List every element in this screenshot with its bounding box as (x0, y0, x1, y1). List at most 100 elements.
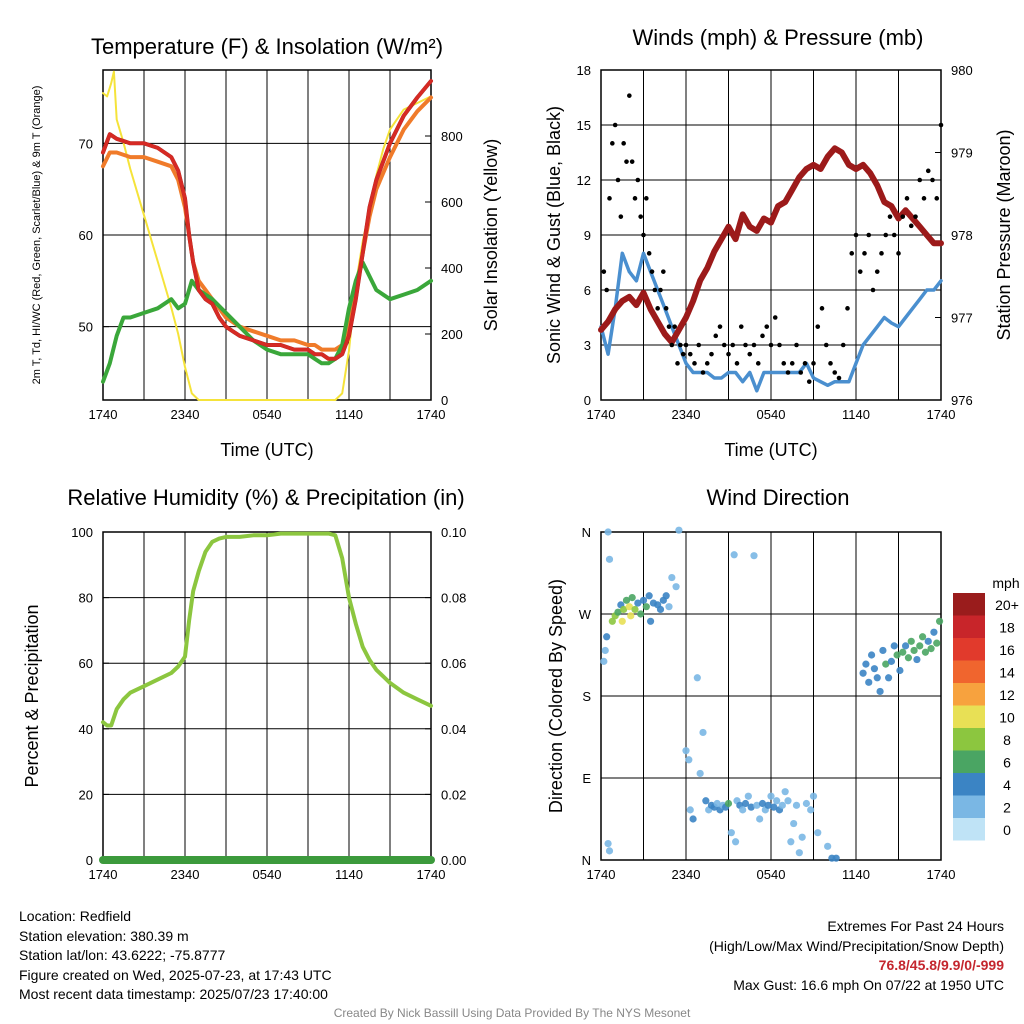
colorbar-label: 18 (999, 620, 1015, 636)
gust-point (738, 324, 744, 329)
x-tick-label: 2340 (672, 407, 701, 422)
panel-title: Winds (mph) & Pressure (mb) (633, 25, 924, 50)
gust-point (678, 342, 683, 348)
colorbar-swatch (953, 773, 985, 796)
colorbar-swatch (953, 705, 985, 728)
direction-point (604, 528, 612, 536)
gust-point (646, 251, 652, 256)
direction-point (642, 603, 650, 611)
gust-point (819, 306, 825, 311)
direction-point (753, 801, 761, 809)
direction-point (802, 799, 811, 808)
gust-point (921, 196, 927, 201)
gust-point (887, 214, 893, 219)
gust-point (857, 269, 863, 274)
gust-point (904, 196, 910, 201)
station-location: Location: Redfield (19, 908, 132, 924)
direction-point (890, 642, 898, 650)
colorbar-label: 2 (1003, 800, 1011, 816)
x-tick-label: 1740 (89, 867, 118, 882)
y-tick-label-right: 400 (441, 261, 463, 276)
extremes-title: Extremes For Past 24 Hours (827, 918, 1004, 934)
colorbar-label: 6 (1003, 755, 1011, 771)
y-tick-label-left: 9 (584, 228, 591, 243)
y-tick-label-left: 3 (584, 338, 591, 353)
y-axis-label-left: Direction (Colored By Speed) (546, 579, 566, 813)
direction-point (767, 792, 775, 800)
gust-point (649, 269, 655, 274)
direction-point (685, 756, 693, 764)
direction-point (832, 854, 840, 862)
gust-point (828, 361, 833, 366)
colorbar-label: 10 (999, 710, 1015, 726)
gust-point (607, 196, 612, 201)
x-tick-label: 1740 (587, 867, 616, 882)
colorbar-swatch (953, 795, 985, 818)
direction-point (665, 603, 673, 611)
series-2m-temp (101, 79, 433, 361)
direction-point (927, 645, 935, 653)
colorbar-label: 0 (1003, 822, 1011, 838)
gust-point (624, 159, 629, 164)
y-tick-label-left: 20 (79, 787, 93, 802)
direction-point (770, 803, 778, 811)
direction-point (625, 603, 633, 611)
y-tick-label-left: 40 (79, 722, 93, 737)
gust-point (655, 306, 660, 311)
direction-point (764, 801, 772, 809)
gust-point (747, 351, 753, 357)
direction-point (750, 552, 758, 560)
direction-point (727, 829, 735, 837)
gust-point (815, 324, 821, 329)
gust-point (610, 141, 615, 146)
y-tick-label-left: E (582, 771, 591, 786)
direction-point (604, 840, 612, 848)
x-axis-label: Time (UTC) (724, 440, 817, 460)
direction-point (879, 646, 887, 655)
direction-point (668, 573, 676, 582)
y-tick-label-right: 976 (951, 393, 973, 408)
direction-point (896, 666, 904, 675)
gust-point (632, 196, 638, 201)
x-tick-label: 1740 (587, 407, 616, 422)
direction-point (744, 792, 752, 800)
y-axis-label-left: 2m T, Td, HI/WC (Red, Green, Scarlet/Blu… (31, 86, 43, 385)
direction-point (689, 815, 697, 823)
direction-point (933, 639, 941, 647)
x-tick-label: 2340 (672, 867, 701, 882)
y-tick-label-right: 0.04 (441, 722, 466, 737)
y-tick-label-right: 980 (951, 63, 973, 78)
y-tick-label-left: 60 (79, 656, 93, 671)
gust-point (680, 351, 686, 357)
gust-point (777, 342, 782, 348)
y-tick-label-left: 80 (79, 591, 93, 606)
direction-point (873, 674, 881, 682)
colorbar-swatch (953, 593, 985, 616)
gust-point (925, 168, 931, 174)
direction-point (693, 674, 701, 682)
x-tick-label: 1140 (335, 407, 363, 422)
y-tick-label-right: 0.10 (441, 525, 466, 540)
gust-point (768, 342, 774, 348)
gust-point (845, 306, 850, 311)
station-info: Location: Redfield Station elevation: 38… (19, 907, 332, 1005)
direction-point (622, 596, 631, 604)
gust-point (629, 159, 635, 164)
direction-point (930, 628, 938, 636)
gust-point (802, 361, 808, 366)
gust-point (615, 177, 621, 183)
x-tick-label: 1740 (927, 407, 956, 422)
panel-title: Wind Direction (706, 485, 849, 510)
direction-point (884, 674, 893, 682)
gust-point (612, 122, 618, 128)
gust-point (755, 361, 761, 366)
direction-point (921, 648, 930, 656)
y-axis-label-right: Solar Insolation (Yellow) (481, 139, 501, 331)
x-tick-label: 0540 (757, 867, 786, 882)
colorbar-label: 14 (999, 665, 1015, 681)
gust-point (687, 351, 693, 357)
direction-point (631, 605, 639, 614)
gust-point (917, 177, 923, 183)
direction-point (824, 842, 832, 850)
gust-point (652, 287, 658, 293)
